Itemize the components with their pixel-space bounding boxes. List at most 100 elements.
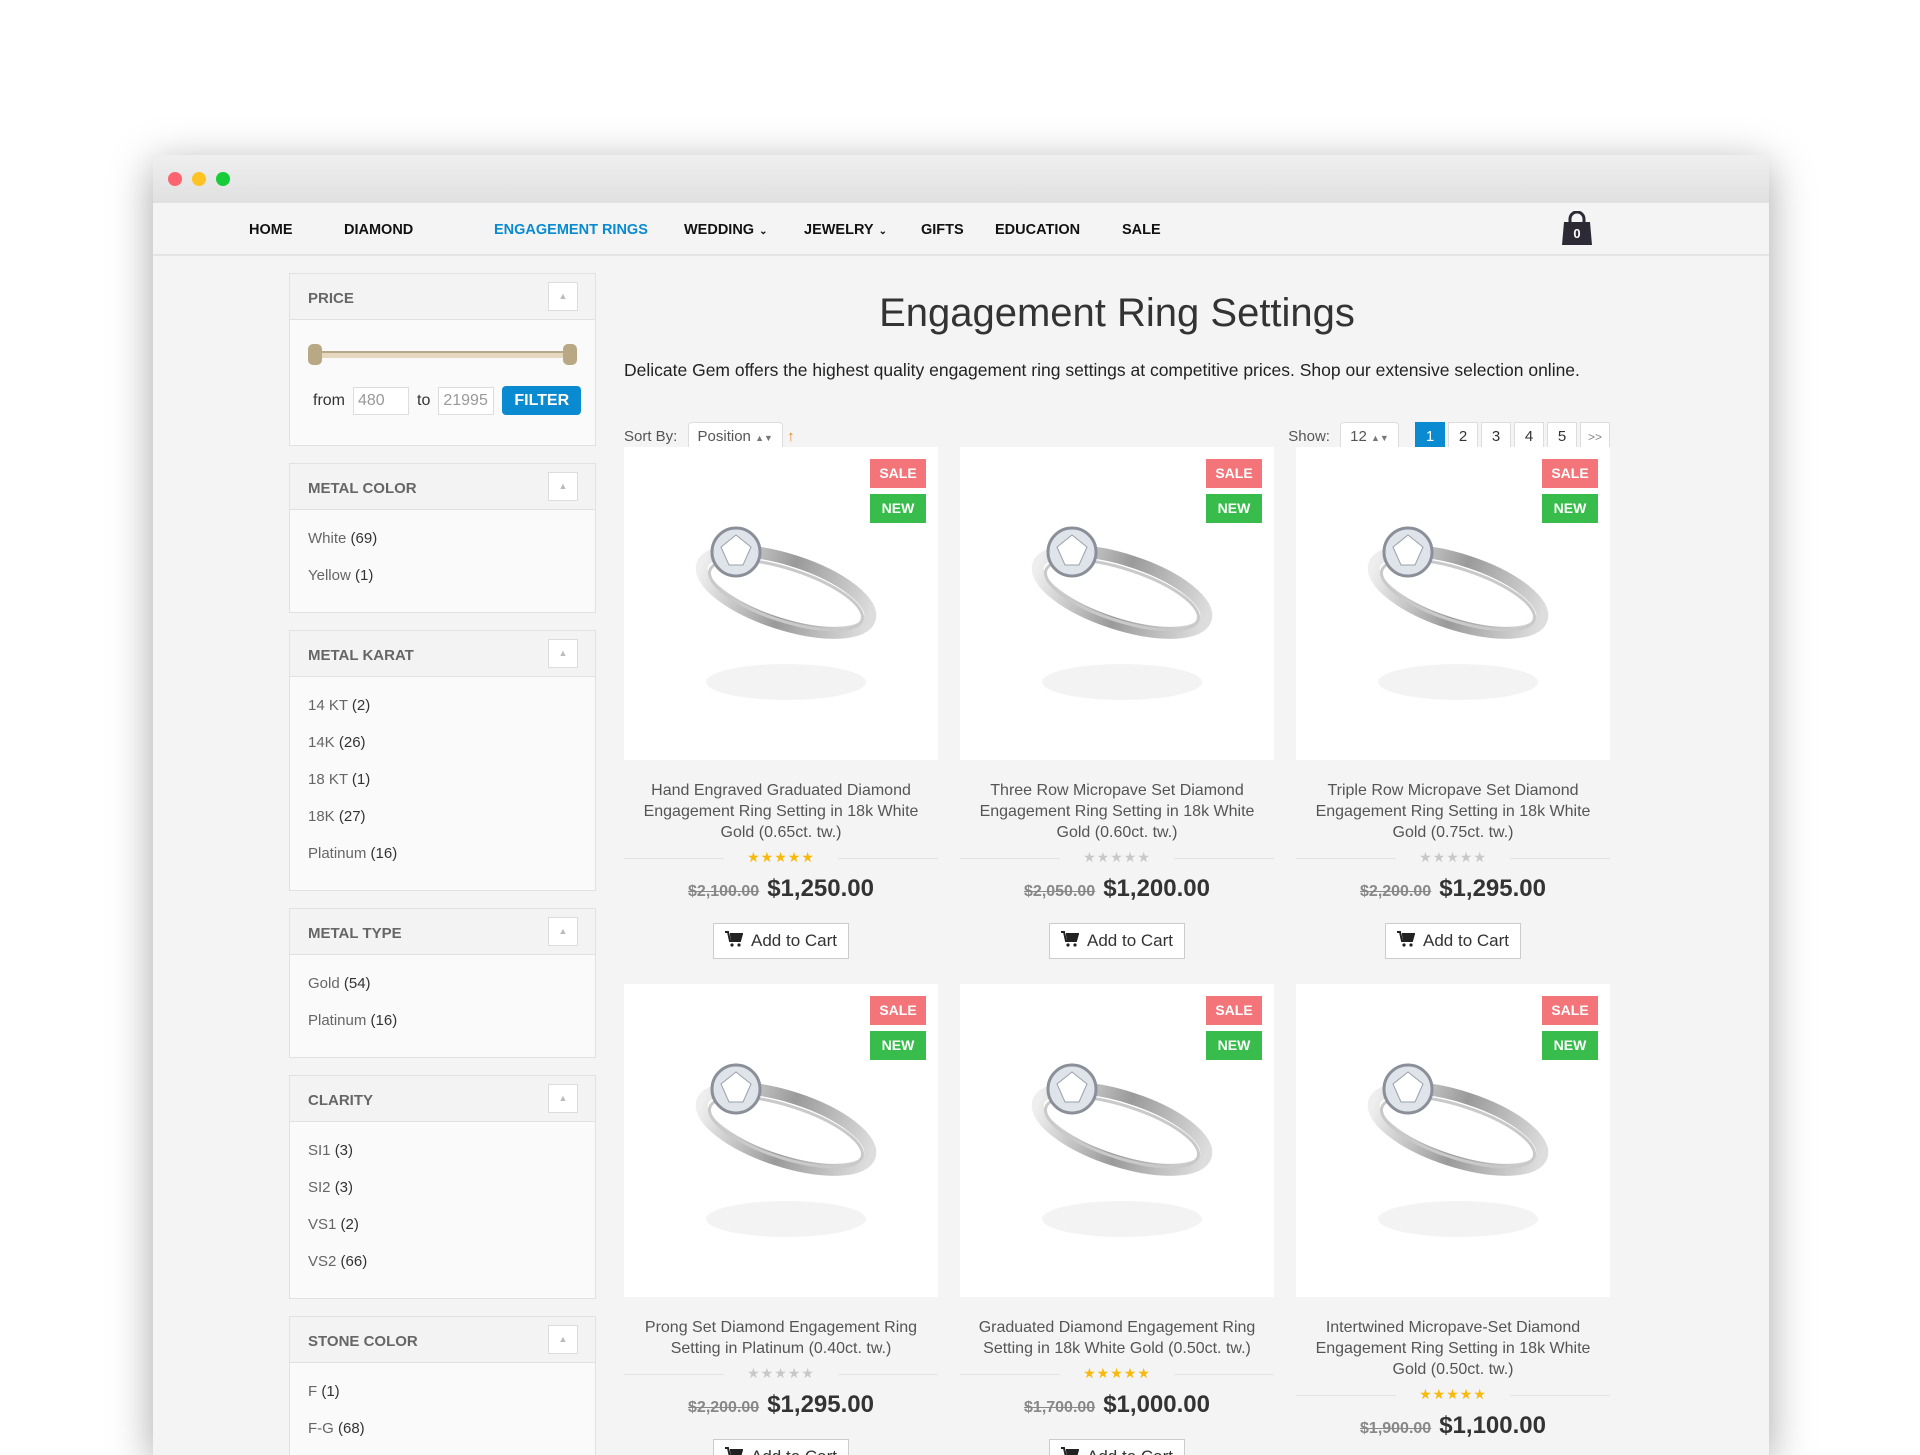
price-slider[interactable] xyxy=(308,344,577,366)
maximize-window-button[interactable] xyxy=(216,172,230,186)
filter-option[interactable]: SI1 (3) xyxy=(308,1142,577,1179)
cart-button[interactable]: 0 xyxy=(1560,211,1594,247)
slider-track xyxy=(314,351,571,358)
filter-option[interactable]: F (1) xyxy=(308,1383,577,1420)
filter-title: PRICE xyxy=(308,290,354,307)
filter-metal-karat: METAL KARAT ▲ 14 KT (2)14K (26)18 KT (1)18… xyxy=(289,630,596,891)
ring-image xyxy=(681,497,881,717)
filter-button[interactable]: FILTER xyxy=(502,386,581,415)
option-count: (66) xyxy=(341,1253,368,1270)
nav-jewelry[interactable]: JEWELRY⌄ xyxy=(804,222,887,238)
option-label: White xyxy=(308,530,346,547)
filter-option[interactable]: 18K (27) xyxy=(308,808,577,845)
limit-value: 12 xyxy=(1350,428,1367,445)
price-from-input[interactable] xyxy=(353,387,409,415)
nav-label: DIAMOND xyxy=(344,222,413,238)
nav-wedding[interactable]: WEDDING⌄ xyxy=(684,222,767,238)
filter-options: 14 KT (2)14K (26)18 KT (1)18K (27)Platin… xyxy=(290,677,595,890)
minimize-window-button[interactable] xyxy=(192,172,206,186)
filter-option[interactable]: Platinum (16) xyxy=(308,845,577,882)
option-count: (2) xyxy=(341,1216,359,1233)
new-badge: NEW xyxy=(1542,1031,1598,1060)
slider-min-handle[interactable] xyxy=(308,344,322,365)
product-rating: ★★★★★ xyxy=(624,1365,938,1383)
from-label: from xyxy=(313,392,345,410)
close-window-button[interactable] xyxy=(168,172,182,186)
product-price: $2,200.00$1,295.00 xyxy=(624,1391,938,1431)
collapse-button[interactable]: ▲ xyxy=(548,639,578,668)
product-rating: ★★★★★ xyxy=(1296,1386,1610,1404)
nav-sale[interactable]: SALE xyxy=(1122,222,1161,238)
product-rating: ★★★★★ xyxy=(624,849,938,867)
filter-option[interactable]: Gold (54) xyxy=(308,975,577,1012)
product-rating: ★★★★★ xyxy=(1296,849,1610,867)
product-price: $1,900.00$1,100.00 xyxy=(1296,1412,1610,1452)
filter-option[interactable]: 14K (26) xyxy=(308,734,577,771)
cart-icon xyxy=(725,931,743,952)
filter-option[interactable]: SI2 (3) xyxy=(308,1179,577,1216)
filter-option[interactable]: 18 KT (1) xyxy=(308,771,577,808)
product-name-link[interactable]: Prong Set Diamond Engagement Ring Settin… xyxy=(634,1317,928,1359)
filter-option[interactable]: F-G (68) xyxy=(308,1420,577,1455)
product-name-link[interactable]: Three Row Micropave Set Diamond Engageme… xyxy=(970,780,1264,843)
slider-max-handle[interactable] xyxy=(563,344,577,365)
filter-title: METAL KARAT xyxy=(308,647,414,664)
product-name-link[interactable]: Triple Row Micropave Set Diamond Engagem… xyxy=(1306,780,1600,843)
sale-badge: SALE xyxy=(870,459,926,488)
product-name-link[interactable]: Intertwined Micropave-Set Diamond Engage… xyxy=(1306,1317,1600,1380)
nav-label: GIFTS xyxy=(921,222,964,238)
star-rating-icon: ★★★★★ xyxy=(1083,849,1151,865)
arrow-up-icon[interactable]: ↑ xyxy=(787,428,795,445)
new-badge: NEW xyxy=(1206,494,1262,523)
add-to-cart-button[interactable]: Add to Cart xyxy=(713,1439,849,1455)
collapse-button[interactable]: ▲ xyxy=(548,282,578,311)
main-content: Engagement Ring Settings Delicate Gem of… xyxy=(624,273,1610,456)
add-to-cart-button[interactable]: Add to Cart xyxy=(1049,923,1185,959)
nav-home[interactable]: HOME xyxy=(249,222,293,238)
product-name-link[interactable]: Hand Engraved Graduated Diamond Engageme… xyxy=(634,780,928,843)
collapse-button[interactable]: ▲ xyxy=(548,472,578,501)
option-label: Platinum xyxy=(308,845,366,862)
option-count: (27) xyxy=(339,808,366,825)
nav-diamond[interactable]: DIAMOND xyxy=(344,222,413,238)
add-to-cart-button[interactable]: Add to Cart xyxy=(713,923,849,959)
filter-option[interactable]: Platinum (16) xyxy=(308,1012,577,1049)
price-filter: PRICE▲ from to FILTER xyxy=(289,273,596,446)
option-label: VS2 xyxy=(308,1253,336,1270)
nav-label: ENGAGEMENT RINGS xyxy=(494,222,648,238)
filter-option[interactable]: VS1 (2) xyxy=(308,1216,577,1253)
option-label: 18K xyxy=(308,808,335,825)
filter-option[interactable]: 14 KT (2) xyxy=(308,697,577,734)
option-count: (1) xyxy=(355,567,373,584)
ring-image xyxy=(681,1034,881,1254)
product-name-link[interactable]: Graduated Diamond Engagement Ring Settin… xyxy=(970,1317,1264,1359)
filter-option[interactable]: VS2 (66) xyxy=(308,1253,577,1290)
option-count: (1) xyxy=(321,1383,339,1400)
filter-option[interactable]: White (69) xyxy=(308,530,577,567)
add-to-cart-button[interactable]: Add to Cart xyxy=(1385,923,1521,959)
collapse-button[interactable]: ▲ xyxy=(548,1325,578,1354)
option-label: F xyxy=(308,1383,317,1400)
option-label: 18 KT xyxy=(308,771,348,788)
filter-header: METAL COLOR▲ xyxy=(290,464,595,510)
nav-engagement-rings[interactable]: ENGAGEMENT RINGS xyxy=(494,222,648,238)
nav-gifts[interactable]: GIFTS xyxy=(921,222,964,238)
ring-image xyxy=(1353,1034,1553,1254)
collapse-button[interactable]: ▲ xyxy=(548,1084,578,1113)
filter-option[interactable]: Yellow (1) xyxy=(308,567,577,604)
option-count: (68) xyxy=(338,1420,365,1437)
price-to-input[interactable] xyxy=(438,387,494,415)
collapse-button[interactable]: ▲ xyxy=(548,917,578,946)
nav-education[interactable]: EDUCATION xyxy=(995,222,1080,238)
add-to-cart-button[interactable]: Add to Cart xyxy=(1049,1439,1185,1455)
caret-up-icon: ▲ xyxy=(559,1093,568,1103)
